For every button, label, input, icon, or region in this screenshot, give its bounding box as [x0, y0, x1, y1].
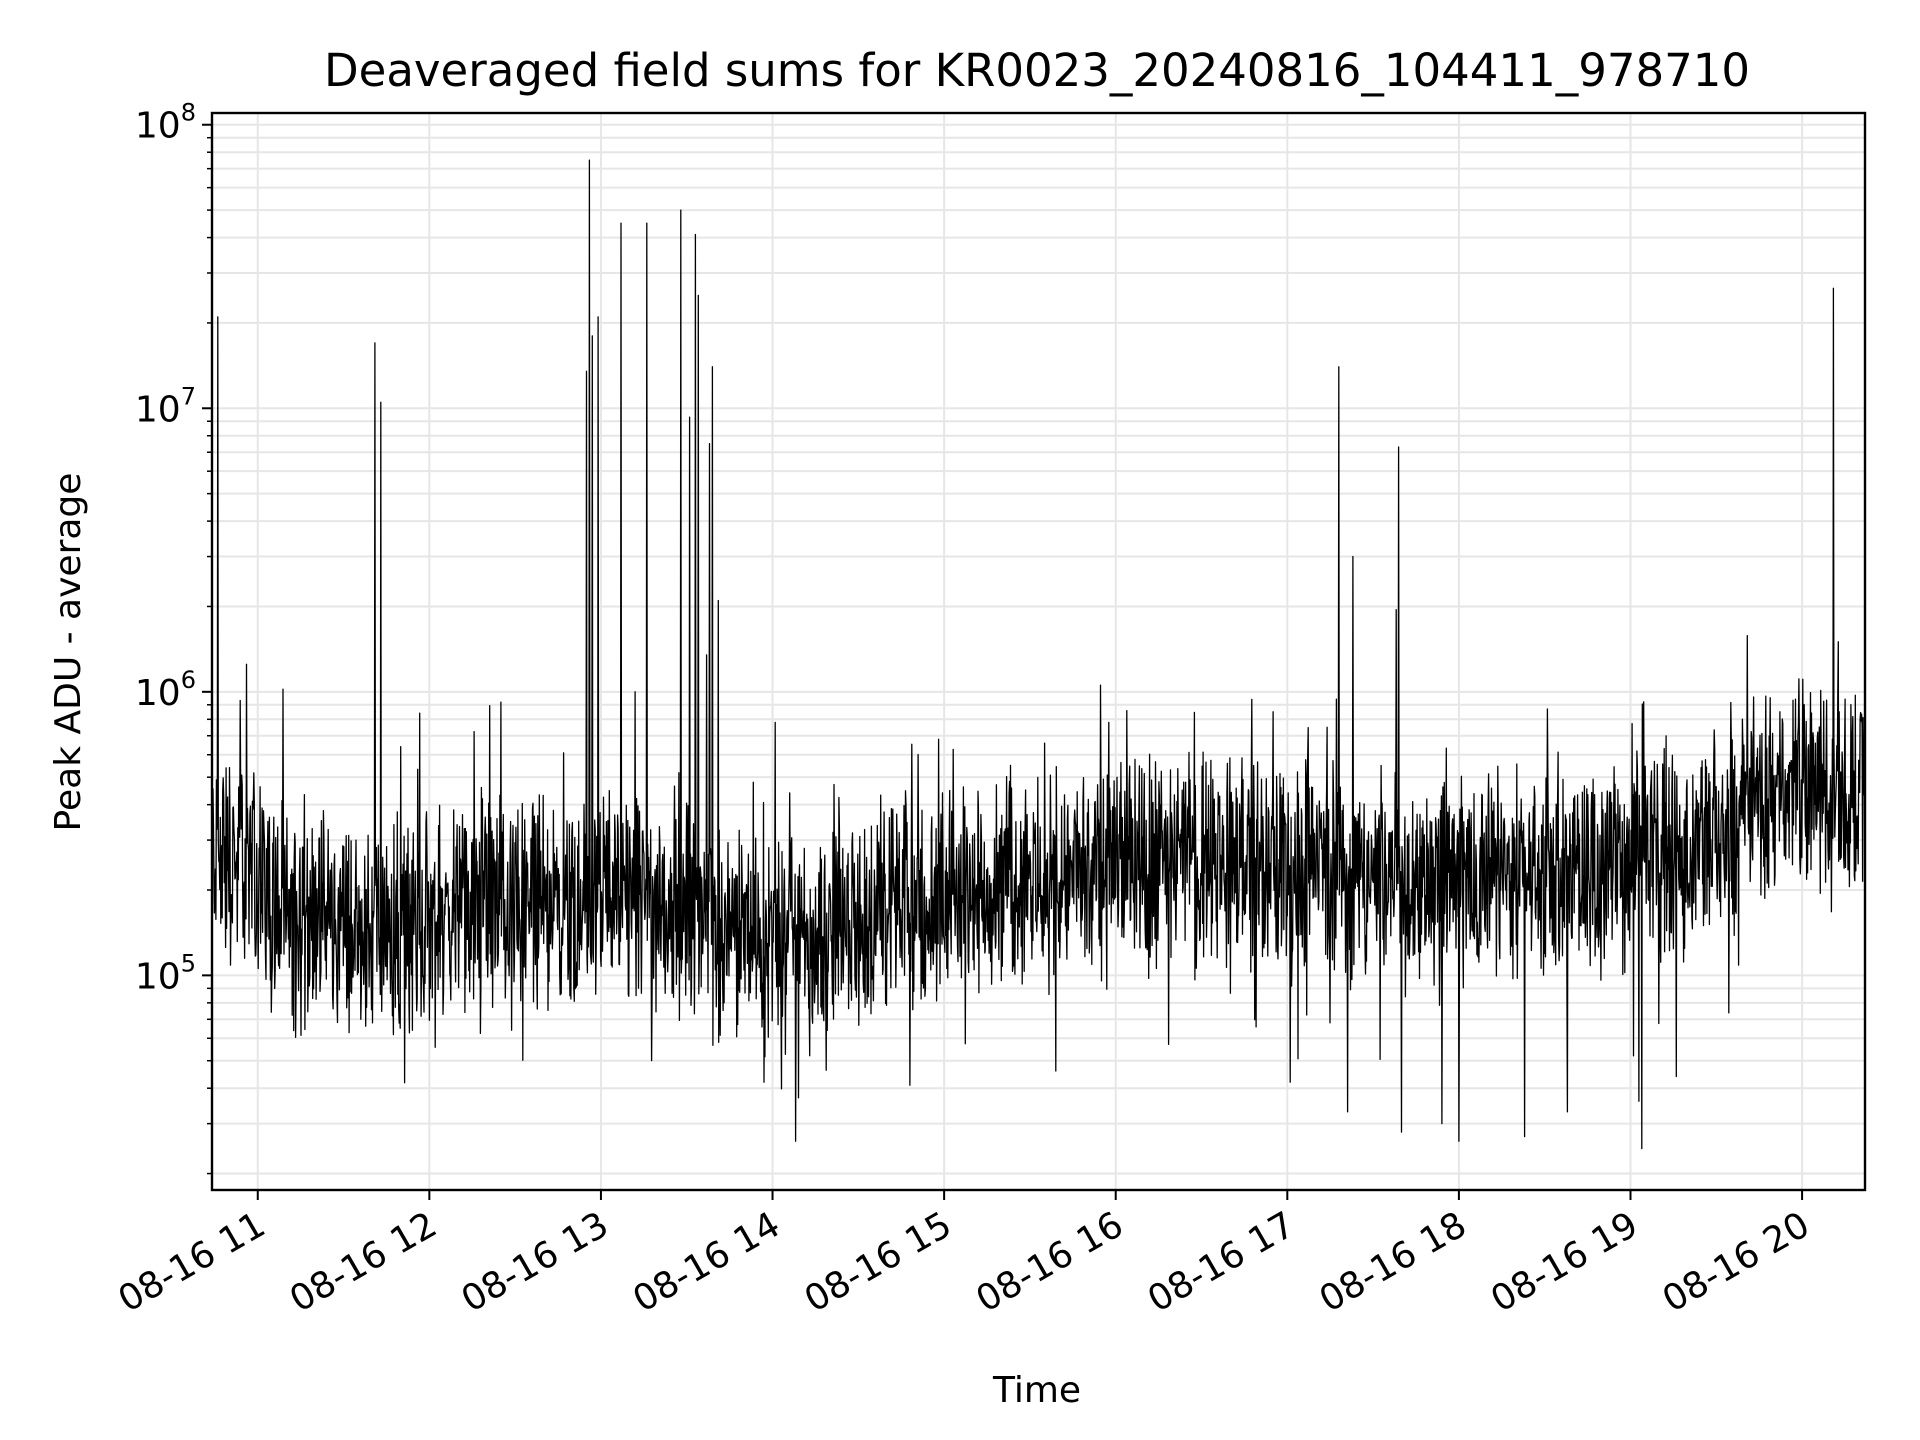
y-tick-label: 107 — [135, 382, 196, 430]
y-tick-label: 106 — [135, 666, 196, 714]
y-axis-ticks: 105 106 107 108 — [135, 99, 212, 1175]
y-tick-label: 108 — [135, 99, 196, 147]
x-axis-label: Time — [992, 1370, 1081, 1411]
series-line — [211, 159, 1866, 1150]
y-tick-label: 105 — [135, 949, 196, 997]
chart-title: Deaveraged field sums for KR0023_2024081… — [324, 44, 1750, 97]
plot-frame — [210, 111, 1867, 1192]
series-path — [211, 159, 1866, 1150]
y-axis-label: Peak ADU - average — [48, 473, 89, 832]
